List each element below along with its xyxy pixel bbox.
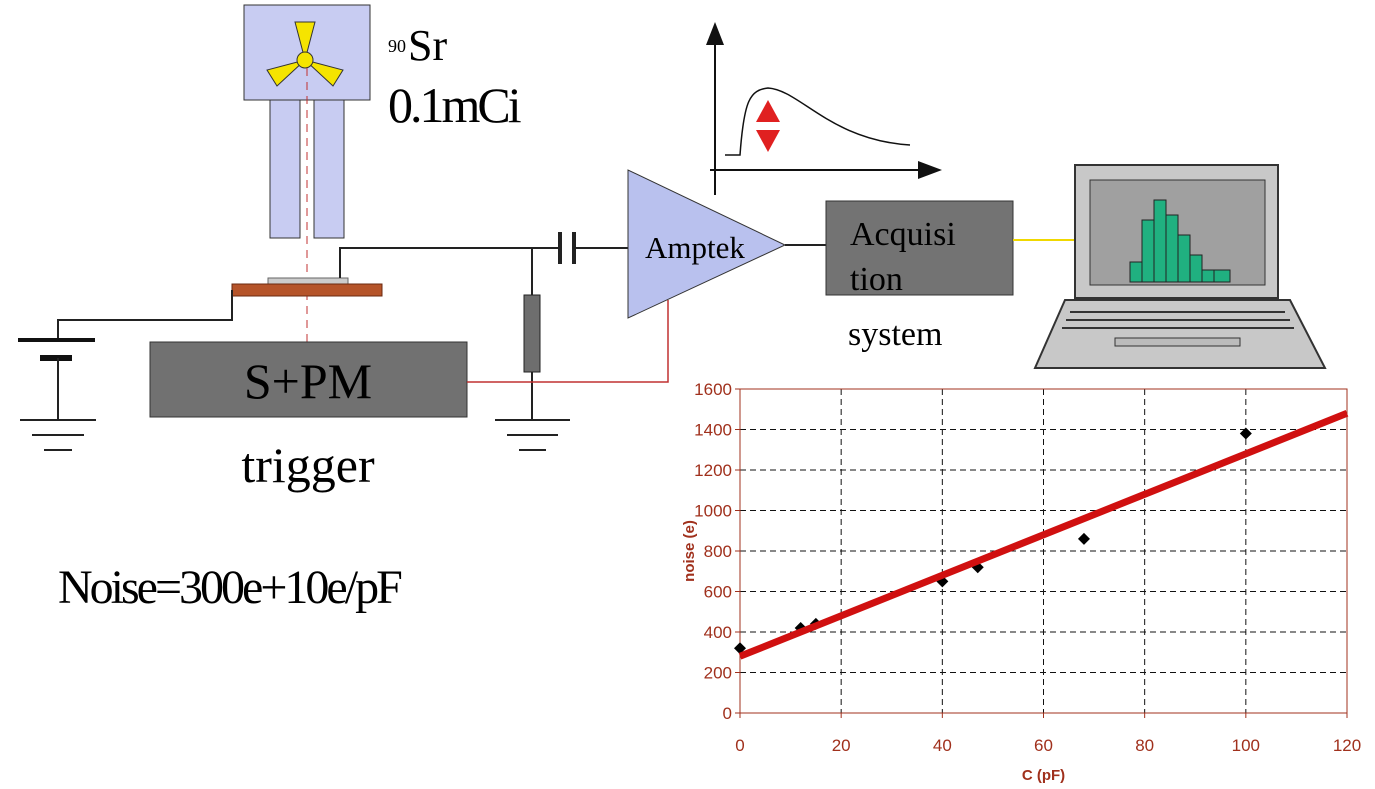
x-tick-label: 120 bbox=[1333, 736, 1361, 755]
acquisition-label: tion bbox=[850, 261, 903, 298]
formula: Noise=300e+10e/pF bbox=[58, 561, 401, 614]
x-tick-label: 60 bbox=[1034, 736, 1053, 755]
collimator bbox=[270, 100, 300, 238]
y-tick-label: 800 bbox=[704, 542, 732, 561]
data-point bbox=[1078, 533, 1090, 545]
pulse bbox=[725, 88, 910, 155]
x-tick-label: 100 bbox=[1232, 736, 1260, 755]
y-tick-label: 600 bbox=[704, 583, 732, 602]
resistor bbox=[524, 295, 540, 372]
x-tick-label: 40 bbox=[933, 736, 952, 755]
y-tick-label: 1600 bbox=[694, 380, 732, 399]
amplifier-label: Amptek bbox=[645, 230, 745, 265]
activity: 0.1mCi bbox=[388, 77, 521, 133]
y-tick-label: 0 bbox=[723, 704, 732, 723]
y-axis-label: noise (e) bbox=[681, 520, 698, 582]
wire bbox=[58, 290, 232, 340]
ground bbox=[495, 420, 570, 450]
acquisition-label: system bbox=[848, 316, 942, 353]
x-tick-label: 80 bbox=[1135, 736, 1154, 755]
y-tick-label: 400 bbox=[704, 623, 732, 642]
sensor bbox=[268, 278, 348, 284]
y-tick-label: 1400 bbox=[694, 421, 732, 440]
arrowhead bbox=[918, 161, 942, 179]
amplitude-arrow bbox=[756, 100, 780, 152]
x-tick-label: 20 bbox=[832, 736, 851, 755]
wire bbox=[340, 248, 560, 278]
touchpad bbox=[1115, 338, 1240, 346]
isotope-mass: 90 bbox=[388, 36, 406, 56]
collimator bbox=[314, 100, 344, 238]
y-tick-label: 1200 bbox=[694, 461, 732, 480]
detector-label: S+PM bbox=[244, 353, 372, 409]
trigger-label: trigger bbox=[241, 437, 375, 493]
x-tick-label: 0 bbox=[735, 736, 744, 755]
isotope: Sr bbox=[408, 21, 447, 70]
acquisition-label: Acquisi bbox=[850, 216, 956, 253]
x-axis-label: C (pF) bbox=[1022, 767, 1065, 784]
diagram: 90 Sr 0.1mCi S+PM trigger Noise=300e+10e… bbox=[0, 0, 1375, 789]
y-tick-label: 1000 bbox=[694, 502, 732, 521]
ground bbox=[20, 420, 96, 450]
chart: 0 200 400 600 800 1000 1200 1400 1600 0 20 40 60 80 10… bbox=[681, 380, 1361, 784]
y-tick-label: 200 bbox=[704, 664, 732, 683]
plate bbox=[232, 284, 382, 296]
arrowhead bbox=[706, 22, 724, 45]
laptop-base bbox=[1035, 300, 1325, 368]
